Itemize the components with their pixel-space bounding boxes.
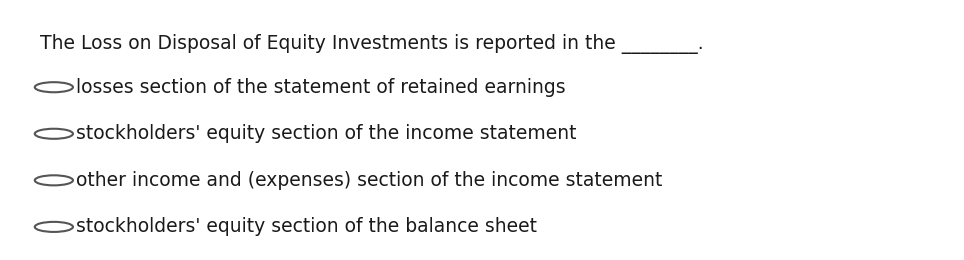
Text: stockholders' equity section of the balance sheet: stockholders' equity section of the bala… xyxy=(76,217,537,236)
Text: stockholders' equity section of the income statement: stockholders' equity section of the inco… xyxy=(76,124,576,143)
Text: The Loss on Disposal of Equity Investments is reported in the ________.: The Loss on Disposal of Equity Investmen… xyxy=(40,34,704,54)
Text: losses section of the statement of retained earnings: losses section of the statement of retai… xyxy=(76,78,566,97)
Text: other income and (expenses) section of the income statement: other income and (expenses) section of t… xyxy=(76,171,662,190)
